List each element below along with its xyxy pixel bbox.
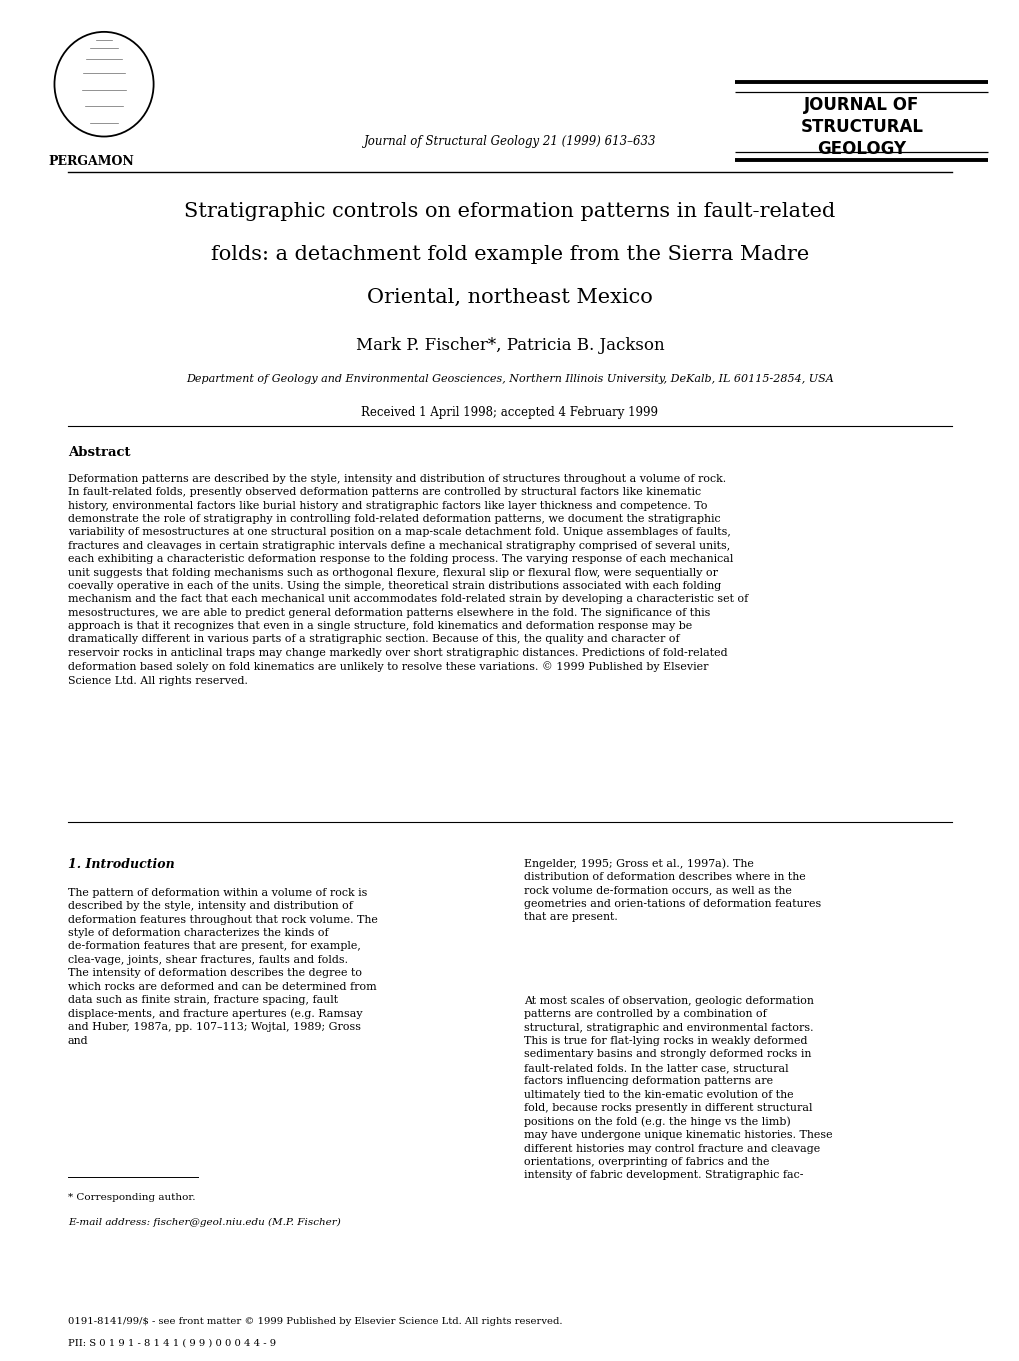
Text: E-mail address: fischer@geol.niu.edu (M.P. Fischer): E-mail address: fischer@geol.niu.edu (M.… (68, 1218, 340, 1228)
Text: JOURNAL OF
STRUCTURAL
GEOLOGY: JOURNAL OF STRUCTURAL GEOLOGY (800, 97, 922, 158)
Text: Department of Geology and Environmental Geosciences, Northern Illinois Universit: Department of Geology and Environmental … (185, 374, 834, 384)
Text: Mark P. Fischer*, Patricia B. Jackson: Mark P. Fischer*, Patricia B. Jackson (356, 338, 663, 354)
Text: The pattern of deformation within a volume of rock is
described by the style, in: The pattern of deformation within a volu… (68, 887, 377, 1045)
Text: PII: S 0 1 9 1 - 8 1 4 1 ( 9 9 ) 0 0 0 4 4 - 9: PII: S 0 1 9 1 - 8 1 4 1 ( 9 9 ) 0 0 0 4… (68, 1339, 276, 1347)
Text: Journal of Structural Geology 21 (1999) 613–633: Journal of Structural Geology 21 (1999) … (364, 135, 655, 148)
Text: Received 1 April 1998; accepted 4 February 1999: Received 1 April 1998; accepted 4 Februa… (361, 406, 658, 419)
Text: Abstract: Abstract (68, 446, 130, 459)
Text: Engelder, 1995; Gross et al., 1997a). The
distribution of deformation describes : Engelder, 1995; Gross et al., 1997a). Th… (524, 857, 820, 921)
Text: Stratigraphic controls on eformation patterns in fault-related: Stratigraphic controls on eformation pat… (184, 201, 835, 220)
Text: At most scales of observation, geologic deformation
patterns are controlled by a: At most scales of observation, geologic … (524, 996, 832, 1180)
Text: Deformation patterns are described by the style, intensity and distribution of s: Deformation patterns are described by th… (68, 474, 748, 686)
Text: 1. Introduction: 1. Introduction (68, 857, 174, 871)
Text: PERGAMON: PERGAMON (48, 155, 133, 167)
Text: * Corresponding author.: * Corresponding author. (68, 1194, 196, 1202)
Text: Oriental, northeast Mexico: Oriental, northeast Mexico (367, 289, 652, 308)
Text: 0191-8141/99/$ - see front matter © 1999 Published by Elsevier Science Ltd. All : 0191-8141/99/$ - see front matter © 1999… (68, 1317, 561, 1326)
Text: folds: a detachment fold example from the Sierra Madre: folds: a detachment fold example from th… (211, 245, 808, 264)
